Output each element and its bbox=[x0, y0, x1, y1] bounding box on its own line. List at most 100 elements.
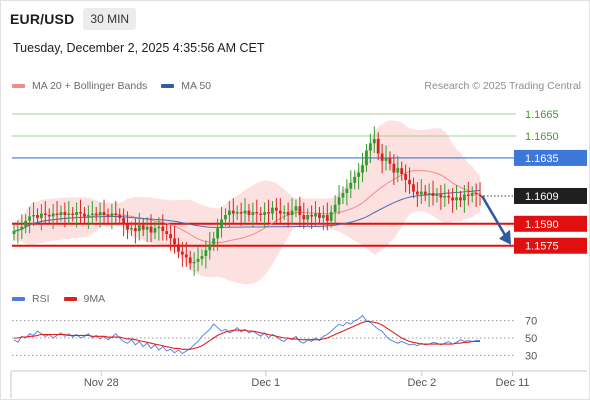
candle-body bbox=[71, 213, 75, 215]
legend-item-rsi: RSI bbox=[12, 293, 50, 305]
candle-body bbox=[306, 215, 310, 220]
candle-body bbox=[274, 207, 278, 211]
candle-body bbox=[188, 257, 192, 264]
main-legend: MA 20 + Bollinger Bands MA 50 bbox=[12, 80, 225, 92]
candle-body bbox=[133, 228, 137, 232]
candle-body bbox=[392, 163, 396, 173]
candle-body bbox=[216, 228, 220, 239]
candle-body bbox=[259, 213, 263, 215]
candle-body bbox=[388, 157, 392, 164]
pivot-tag-2 bbox=[514, 149, 587, 166]
symbol-title: EUR/USD bbox=[10, 11, 75, 27]
candle-body bbox=[290, 210, 294, 215]
candle-body bbox=[98, 212, 102, 215]
chart-header: EUR/USD 30 MIN bbox=[10, 7, 137, 31]
candle-body bbox=[357, 172, 361, 177]
candle-body bbox=[161, 226, 165, 232]
pivot-label-2: 1.1635 bbox=[525, 153, 559, 165]
x-tick-label: Nov 28 bbox=[84, 377, 119, 389]
candle-body bbox=[372, 138, 376, 144]
candle-body bbox=[118, 215, 122, 218]
candle-body bbox=[12, 231, 16, 235]
candles-group bbox=[12, 126, 482, 276]
resistance-label-1: 1.1650 bbox=[525, 131, 559, 143]
candle-body bbox=[20, 226, 24, 230]
candle-body bbox=[220, 219, 223, 229]
x-tick-label: Dec 1 bbox=[251, 377, 280, 389]
candle-body bbox=[122, 217, 126, 224]
candle-body bbox=[361, 165, 364, 173]
candle-body bbox=[376, 138, 380, 154]
timestamp-label: Tuesday, December 2, 2025 4:35:56 AM CET bbox=[13, 41, 265, 55]
candle-body bbox=[439, 194, 443, 198]
candle-body bbox=[470, 193, 474, 196]
legend-label-ma20: MA 20 + Bollinger Bands bbox=[32, 80, 148, 92]
candle-body bbox=[427, 193, 431, 195]
candle-body bbox=[126, 223, 129, 230]
candle-body bbox=[90, 213, 94, 215]
candle-body bbox=[51, 213, 55, 217]
candle-body bbox=[455, 197, 458, 201]
candle-body bbox=[39, 213, 43, 218]
candle-body bbox=[286, 212, 290, 215]
resistance-label-0: 1.1665 bbox=[525, 109, 559, 121]
candle-body bbox=[86, 215, 90, 217]
candle-body bbox=[32, 215, 35, 217]
candle-body bbox=[180, 251, 184, 255]
copyright-text: Research © 2025 Trading Central bbox=[424, 80, 581, 92]
timeframe-button[interactable]: 30 MIN bbox=[83, 8, 137, 30]
candle-body bbox=[478, 194, 482, 196]
legend-item-ma20: MA 20 + Bollinger Bands bbox=[12, 80, 147, 92]
candle-body bbox=[231, 210, 235, 214]
legend-swatch-ma50 bbox=[161, 84, 175, 88]
legend-swatch-ma20 bbox=[12, 84, 25, 88]
candle-body bbox=[435, 194, 439, 196]
candle-body bbox=[110, 213, 114, 217]
candle-body bbox=[408, 179, 411, 185]
candle-body bbox=[153, 228, 157, 233]
candle-body bbox=[196, 258, 200, 262]
candle-body bbox=[345, 188, 349, 194]
candle-body bbox=[415, 191, 419, 195]
candle-body bbox=[368, 143, 372, 151]
candle-body bbox=[141, 225, 145, 230]
candle-body bbox=[157, 226, 161, 229]
candle-body bbox=[208, 244, 212, 251]
candle-body bbox=[423, 191, 427, 195]
rsi-legend: RSI 9MA bbox=[12, 293, 119, 305]
candle-body bbox=[459, 197, 462, 201]
candle-body bbox=[79, 212, 82, 214]
candle-body bbox=[349, 182, 353, 189]
candle-body bbox=[227, 210, 231, 215]
candle-body bbox=[114, 213, 118, 215]
candle-body bbox=[169, 234, 173, 239]
legend-label-9ma: 9MA bbox=[83, 293, 106, 305]
candle-body bbox=[278, 210, 282, 214]
candle-body bbox=[380, 153, 384, 161]
candle-body bbox=[431, 193, 435, 196]
candle-body bbox=[412, 184, 415, 192]
candle-body bbox=[341, 193, 345, 198]
bollinger-band bbox=[14, 120, 480, 285]
candle-body bbox=[267, 212, 270, 214]
candle-body bbox=[43, 213, 47, 215]
candle-body bbox=[94, 213, 98, 215]
candle-body bbox=[59, 212, 63, 215]
candle-body bbox=[63, 212, 67, 215]
candle-body bbox=[184, 254, 188, 258]
legend-label-ma50: MA 50 bbox=[181, 80, 212, 92]
candle-body bbox=[321, 215, 325, 218]
rsi-line bbox=[13, 314, 480, 355]
candle-body bbox=[451, 197, 455, 201]
candle-body bbox=[106, 215, 110, 217]
candle-body bbox=[353, 176, 357, 183]
legend-swatch-9ma bbox=[63, 297, 77, 301]
candle-body bbox=[384, 157, 388, 161]
current-price-label: 1.1609 bbox=[525, 191, 559, 203]
x-tick-label: Dec 2 bbox=[407, 377, 436, 389]
candle-body bbox=[67, 213, 71, 215]
legend-swatch-rsi bbox=[12, 297, 25, 301]
candle-body bbox=[235, 212, 239, 214]
ma50-line bbox=[13, 190, 481, 232]
